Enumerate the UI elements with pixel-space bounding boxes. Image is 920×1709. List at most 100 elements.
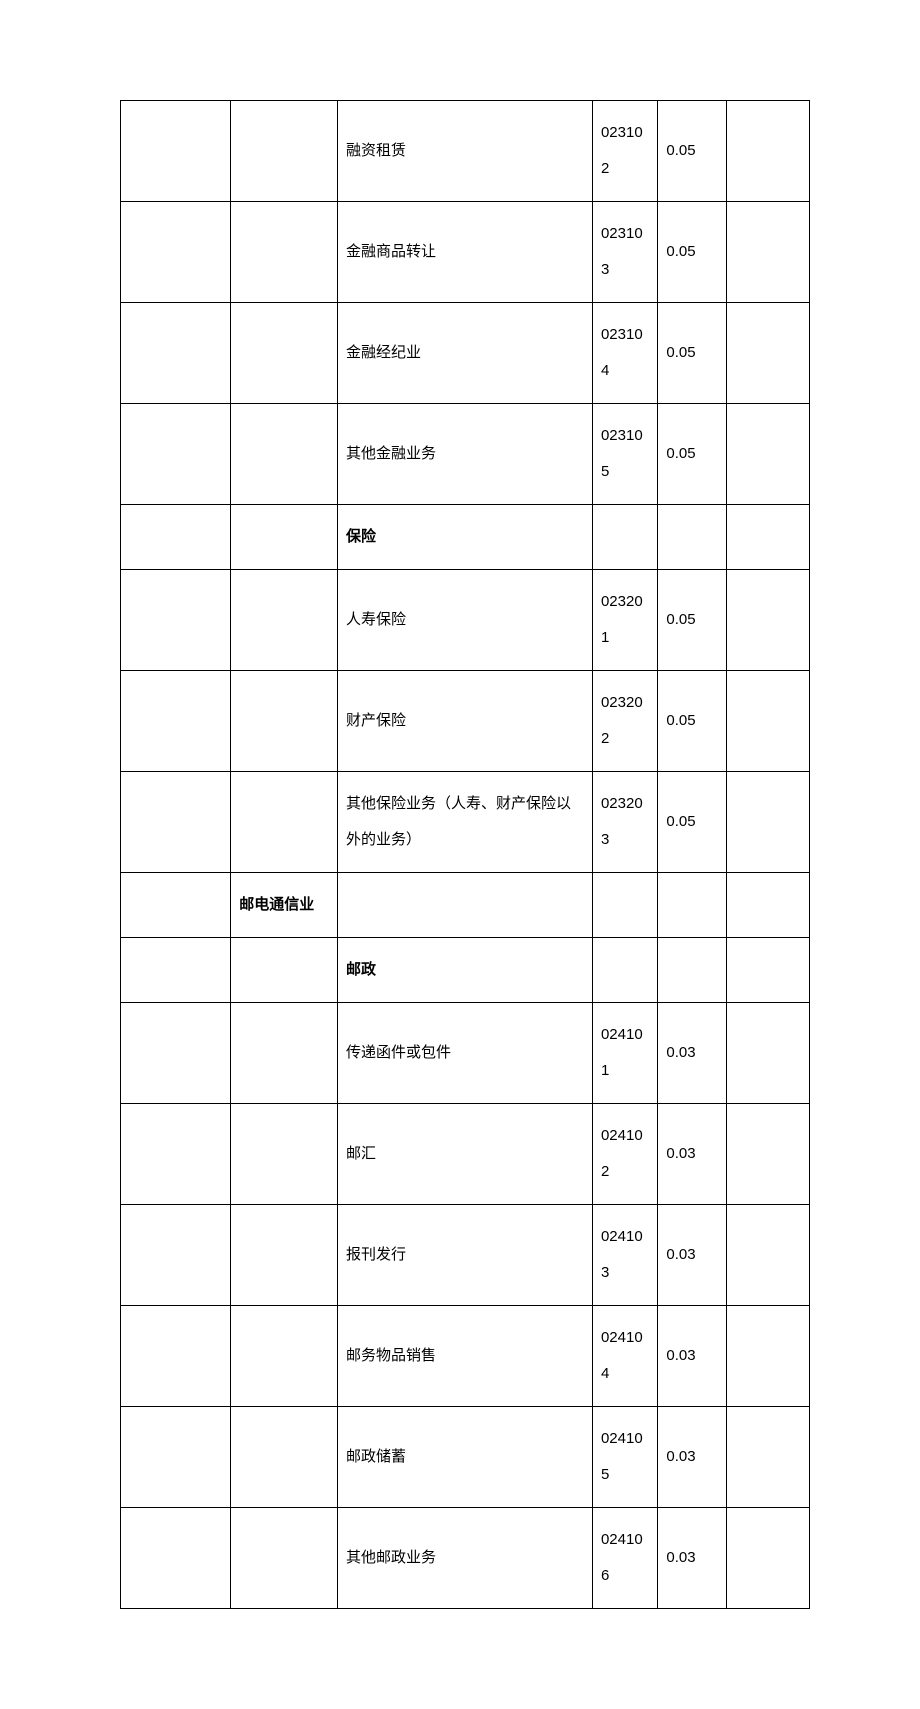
cell-col5: 0.03 xyxy=(658,1306,727,1407)
cell-col5 xyxy=(658,873,727,938)
table-row: 其他保险业务（人寿、财产保险以外的业务）0232030.05 xyxy=(121,772,810,873)
cell-col4: 023102 xyxy=(592,101,657,202)
cell-col5: 0.05 xyxy=(658,671,727,772)
cell-col5: 0.05 xyxy=(658,772,727,873)
cell-col4: 023103 xyxy=(592,202,657,303)
cell-col1 xyxy=(121,1407,231,1508)
cell-col4: 023203 xyxy=(592,772,657,873)
cell-col4 xyxy=(592,505,657,570)
cell-col1 xyxy=(121,1003,231,1104)
cell-col3: 传递函件或包件 xyxy=(338,1003,593,1104)
cell-col1 xyxy=(121,303,231,404)
cell-col1 xyxy=(121,873,231,938)
cell-col4: 024101 xyxy=(592,1003,657,1104)
cell-col2: 邮电通信业 xyxy=(231,873,338,938)
cell-col3: 融资租赁 xyxy=(338,101,593,202)
cell-col4: 023105 xyxy=(592,404,657,505)
cell-col4: 024105 xyxy=(592,1407,657,1508)
cell-col5: 0.03 xyxy=(658,1104,727,1205)
cell-col3: 报刊发行 xyxy=(338,1205,593,1306)
table-row: 邮汇0241020.03 xyxy=(121,1104,810,1205)
cell-col6 xyxy=(727,101,810,202)
cell-col2 xyxy=(231,1407,338,1508)
cell-col5: 0.05 xyxy=(658,570,727,671)
cell-col2 xyxy=(231,671,338,772)
cell-col3: 金融经纪业 xyxy=(338,303,593,404)
cell-col5: 0.05 xyxy=(658,202,727,303)
cell-col4 xyxy=(592,873,657,938)
cell-col2 xyxy=(231,1003,338,1104)
cell-col4: 024106 xyxy=(592,1508,657,1609)
cell-col1 xyxy=(121,938,231,1003)
table-row: 其他金融业务0231050.05 xyxy=(121,404,810,505)
cell-col6 xyxy=(727,1508,810,1609)
cell-col5: 0.05 xyxy=(658,101,727,202)
cell-col1 xyxy=(121,404,231,505)
cell-col5: 0.05 xyxy=(658,404,727,505)
cell-col2 xyxy=(231,202,338,303)
cell-col1 xyxy=(121,202,231,303)
cell-col3: 保险 xyxy=(338,505,593,570)
cell-col3: 其他金融业务 xyxy=(338,404,593,505)
cell-col2 xyxy=(231,1508,338,1609)
cell-col6 xyxy=(727,505,810,570)
cell-col6 xyxy=(727,1003,810,1104)
cell-col6 xyxy=(727,1306,810,1407)
table-row: 报刊发行0241030.03 xyxy=(121,1205,810,1306)
cell-col1 xyxy=(121,570,231,671)
cell-col2 xyxy=(231,1104,338,1205)
cell-col5: 0.03 xyxy=(658,1205,727,1306)
cell-col4: 023104 xyxy=(592,303,657,404)
cell-col1 xyxy=(121,772,231,873)
cell-col4: 024103 xyxy=(592,1205,657,1306)
cell-col3: 财产保险 xyxy=(338,671,593,772)
cell-col5: 0.03 xyxy=(658,1407,727,1508)
cell-col6 xyxy=(727,404,810,505)
table-row: 邮政储蓄0241050.03 xyxy=(121,1407,810,1508)
cell-col4: 023202 xyxy=(592,671,657,772)
cell-col5 xyxy=(658,505,727,570)
cell-col3: 邮务物品销售 xyxy=(338,1306,593,1407)
cell-col5: 0.03 xyxy=(658,1508,727,1609)
tax-code-table: 融资租赁0231020.05金融商品转让0231030.05金融经纪业02310… xyxy=(120,100,810,1609)
cell-col4: 024102 xyxy=(592,1104,657,1205)
cell-col1 xyxy=(121,1205,231,1306)
table-row: 邮务物品销售0241040.03 xyxy=(121,1306,810,1407)
cell-col6 xyxy=(727,202,810,303)
table-row: 邮政 xyxy=(121,938,810,1003)
cell-col1 xyxy=(121,1104,231,1205)
cell-col3: 其他邮政业务 xyxy=(338,1508,593,1609)
cell-col1 xyxy=(121,1306,231,1407)
cell-col6 xyxy=(727,671,810,772)
cell-col1 xyxy=(121,101,231,202)
cell-col2 xyxy=(231,101,338,202)
cell-col6 xyxy=(727,1104,810,1205)
table-body: 融资租赁0231020.05金融商品转让0231030.05金融经纪业02310… xyxy=(121,101,810,1609)
table-row: 金融商品转让0231030.05 xyxy=(121,202,810,303)
cell-col1 xyxy=(121,1508,231,1609)
cell-col3 xyxy=(338,873,593,938)
cell-col5 xyxy=(658,938,727,1003)
cell-col2 xyxy=(231,938,338,1003)
cell-col2 xyxy=(231,1205,338,1306)
cell-col3: 其他保险业务（人寿、财产保险以外的业务） xyxy=(338,772,593,873)
cell-col1 xyxy=(121,671,231,772)
cell-col4: 023201 xyxy=(592,570,657,671)
table-row: 传递函件或包件0241010.03 xyxy=(121,1003,810,1104)
cell-col3: 邮政 xyxy=(338,938,593,1003)
cell-col2 xyxy=(231,404,338,505)
cell-col6 xyxy=(727,570,810,671)
cell-col4 xyxy=(592,938,657,1003)
cell-col2 xyxy=(231,505,338,570)
cell-col1 xyxy=(121,505,231,570)
cell-col5: 0.05 xyxy=(658,303,727,404)
cell-col3: 邮政储蓄 xyxy=(338,1407,593,1508)
table-row: 融资租赁0231020.05 xyxy=(121,101,810,202)
table-row: 金融经纪业0231040.05 xyxy=(121,303,810,404)
cell-col5: 0.03 xyxy=(658,1003,727,1104)
table-row: 邮电通信业 xyxy=(121,873,810,938)
cell-col3: 人寿保险 xyxy=(338,570,593,671)
cell-col4: 024104 xyxy=(592,1306,657,1407)
cell-col6 xyxy=(727,938,810,1003)
cell-col6 xyxy=(727,1205,810,1306)
